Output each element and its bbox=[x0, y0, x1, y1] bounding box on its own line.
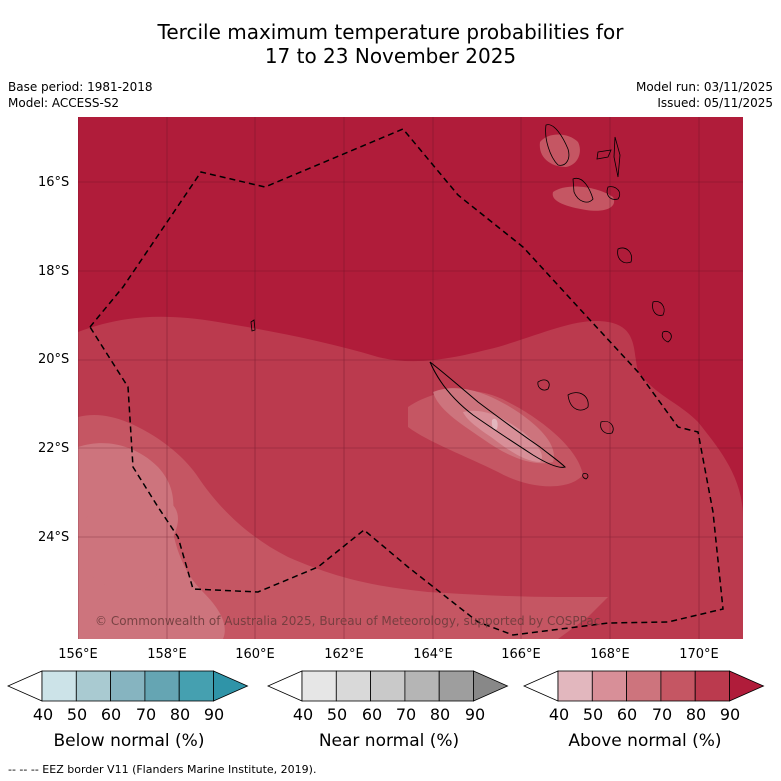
vanuatu-espiritu-santo bbox=[545, 124, 570, 166]
colorbar-extend-low bbox=[267, 670, 303, 702]
cb-below-tick: 80 bbox=[169, 705, 191, 724]
loyalty-island-lifou bbox=[567, 392, 589, 411]
colorbar-segment bbox=[144, 670, 180, 702]
lon-label-156e: 156°E bbox=[58, 647, 98, 662]
lon-label-170e: 170°E bbox=[679, 647, 719, 662]
colorbar-segment bbox=[591, 670, 627, 702]
above-normal-40-patch bbox=[491, 418, 498, 430]
cb-near-tick: 40 bbox=[292, 705, 314, 724]
above-normal-50-region bbox=[463, 410, 543, 462]
colorbar-segment bbox=[335, 670, 371, 702]
above-normal-70-region bbox=[78, 415, 608, 639]
model-name: Model: ACCESS-S2 bbox=[8, 96, 120, 110]
colorbar-segment bbox=[438, 670, 474, 702]
lat-label-16s: 16°S bbox=[38, 175, 70, 190]
colorbar-segment bbox=[660, 670, 696, 702]
colorbar-segment bbox=[110, 670, 146, 702]
lat-label-20s: 20°S bbox=[38, 352, 70, 367]
base-period: Base period: 1981-2018 bbox=[8, 80, 153, 94]
eez-border bbox=[89, 128, 724, 636]
colorbar-segment bbox=[301, 670, 337, 702]
lon-label-168e: 168°E bbox=[590, 647, 630, 662]
colorbar-extend-low bbox=[7, 670, 43, 702]
lon-label-164e: 164°E bbox=[413, 647, 453, 662]
cb-near-tick: 50 bbox=[326, 705, 348, 724]
colorbar-extend-high bbox=[473, 670, 509, 702]
colorbar-title-below: Below normal (%) bbox=[53, 731, 205, 751]
cb-near-tick: 60 bbox=[361, 705, 383, 724]
cb-above-tick: 70 bbox=[651, 705, 673, 724]
title-line-2: 17 to 23 November 2025 bbox=[264, 44, 517, 68]
cb-above-tick: 60 bbox=[616, 705, 638, 724]
lon-label-166e: 166°E bbox=[501, 647, 541, 662]
above-normal-70-region-vanuatu bbox=[552, 186, 615, 211]
colorbar-extend-high bbox=[213, 670, 249, 702]
cb-below-tick: 70 bbox=[135, 705, 157, 724]
colorbar-title-above: Above normal (%) bbox=[568, 731, 722, 751]
graticule bbox=[78, 117, 743, 639]
vanuatu-small-island-2 bbox=[613, 136, 621, 178]
lat-label-18s: 18°S bbox=[38, 264, 70, 279]
cb-above-tick: 40 bbox=[548, 705, 570, 724]
loyalty-island-ouvea bbox=[537, 379, 550, 391]
copyright-text: © Commonwealth of Australia 2025, Bureau… bbox=[95, 614, 601, 628]
colorbar-segment bbox=[694, 670, 730, 702]
cb-above-tick: 90 bbox=[719, 705, 741, 724]
above-normal-60-region-south bbox=[83, 495, 178, 591]
vanuatu-tanna bbox=[652, 300, 665, 316]
colorbar-extend-low bbox=[523, 670, 559, 702]
colorbar-extend-high bbox=[729, 670, 765, 702]
colorbar-segment bbox=[626, 670, 662, 702]
above-normal-70-region-north bbox=[539, 134, 580, 167]
lon-label-160e: 160°E bbox=[235, 647, 275, 662]
colorbar-segment bbox=[404, 670, 440, 702]
vanuatu-efate bbox=[606, 186, 621, 200]
lat-label-24s: 24°S bbox=[38, 530, 70, 545]
issued-date: Issued: 05/11/2025 bbox=[657, 96, 773, 110]
lon-label-158e: 158°E bbox=[147, 647, 187, 662]
lat-label-22s: 22°S bbox=[38, 441, 70, 456]
cb-near-tick: 90 bbox=[464, 705, 486, 724]
loyalty-island-mare bbox=[600, 420, 614, 434]
meta-left: Base period: 1981-2018 Model: ACCESS-S2 bbox=[8, 79, 153, 111]
colorbar-segment bbox=[41, 670, 77, 702]
cb-below-tick: 50 bbox=[66, 705, 88, 724]
colorbar-title-near: Near normal (%) bbox=[318, 731, 460, 751]
vanuatu-small-island-3 bbox=[661, 330, 672, 343]
colorbar-segment bbox=[178, 670, 214, 702]
lon-label-162e: 162°E bbox=[324, 647, 364, 662]
map-title: Tercile maximum temperature probabilitie… bbox=[0, 20, 781, 68]
colorbar-segment bbox=[75, 670, 112, 702]
colorbar-near-normal bbox=[267, 670, 509, 702]
vanuatu-small-island-1 bbox=[596, 149, 612, 160]
eez-footer-note: -- -- -- EEZ border V11 (Flanders Marine… bbox=[8, 763, 317, 776]
cb-near-tick: 80 bbox=[429, 705, 451, 724]
colorbar-segment bbox=[370, 670, 406, 702]
cb-below-tick: 40 bbox=[32, 705, 54, 724]
cb-below-tick: 60 bbox=[100, 705, 122, 724]
title-line-1: Tercile maximum temperature probabilitie… bbox=[157, 20, 624, 44]
colorbar-below-normal bbox=[7, 670, 249, 702]
small-island-west bbox=[250, 319, 256, 332]
meta-right: Model run: 03/11/2025 Issued: 05/11/2025 bbox=[636, 79, 773, 111]
map-panel bbox=[78, 117, 743, 639]
cb-above-tick: 80 bbox=[685, 705, 707, 724]
new-caledonia-island bbox=[429, 361, 566, 468]
model-run: Model run: 03/11/2025 bbox=[635, 80, 773, 94]
colorbar-above-normal bbox=[523, 670, 765, 702]
vanuatu-erromango bbox=[617, 247, 633, 264]
cb-near-tick: 70 bbox=[395, 705, 417, 724]
cb-above-tick: 50 bbox=[582, 705, 604, 724]
isle-of-pines bbox=[582, 473, 589, 480]
colorbars bbox=[7, 670, 765, 702]
vanuatu-malekula bbox=[572, 177, 594, 203]
colorbar-segment bbox=[557, 670, 593, 702]
cb-below-tick: 90 bbox=[203, 705, 225, 724]
